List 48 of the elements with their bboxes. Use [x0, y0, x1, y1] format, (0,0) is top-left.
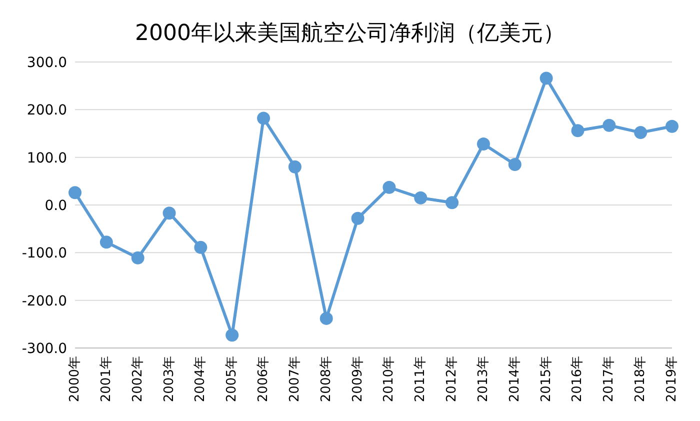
x-tick-label: 2002年 [130, 356, 146, 402]
point [602, 118, 616, 132]
point [320, 312, 333, 325]
x-tick-label: 2005年 [224, 356, 240, 402]
x-tick-label: 2016年 [570, 356, 586, 402]
point [68, 186, 82, 200]
x-tick-label: 2019年 [664, 356, 680, 402]
x-tick-label: 2001年 [98, 356, 114, 402]
x-tick-label: 2010年 [382, 356, 397, 402]
x-tick-label: 2014年 [507, 356, 522, 402]
x-tick-label: 2013年 [476, 356, 491, 402]
x-tick-label: 2008年 [318, 356, 334, 402]
point [508, 158, 522, 171]
point [540, 72, 553, 85]
x-tick-label: 2012年 [444, 356, 460, 402]
y-tick-label: -100.0 [22, 246, 67, 262]
x-tick-label: 2004年 [193, 356, 208, 402]
point [226, 328, 239, 342]
x-tick-label: 2006年 [256, 356, 272, 402]
point [194, 240, 208, 254]
point [571, 124, 584, 138]
y-tick-label: 200.0 [26, 102, 67, 119]
y-tick-label: 300.0 [26, 54, 67, 71]
point [162, 206, 176, 220]
x-tick-label: 2000年 [68, 356, 82, 402]
point [100, 236, 113, 249]
y-tick-label: -300.0 [22, 340, 67, 357]
point [414, 191, 428, 204]
chart-title: 2000年以来美国航空公司净利润（亿美元） [134, 20, 566, 48]
point [288, 160, 302, 174]
point [666, 120, 678, 133]
y-tick-label: 100.0 [26, 150, 67, 166]
x-tick-label: 2009年 [350, 356, 366, 402]
x-tick-label: 2017年 [602, 356, 617, 402]
x-tick-label: 2015年 [538, 356, 554, 402]
point [257, 112, 270, 125]
point [131, 251, 144, 264]
x-tick-label: 2007年 [287, 356, 302, 402]
y-tick-label: 0.0 [44, 198, 67, 214]
y-tick-label: -200.0 [22, 293, 67, 310]
point [634, 126, 648, 140]
point [476, 137, 490, 150]
x-tick-label: 2011年 [413, 356, 428, 402]
point [351, 212, 364, 225]
x-tick-label: 2003年 [162, 356, 177, 402]
point [446, 196, 459, 210]
x-tick-label: 2018年 [633, 356, 648, 402]
point [382, 180, 396, 194]
